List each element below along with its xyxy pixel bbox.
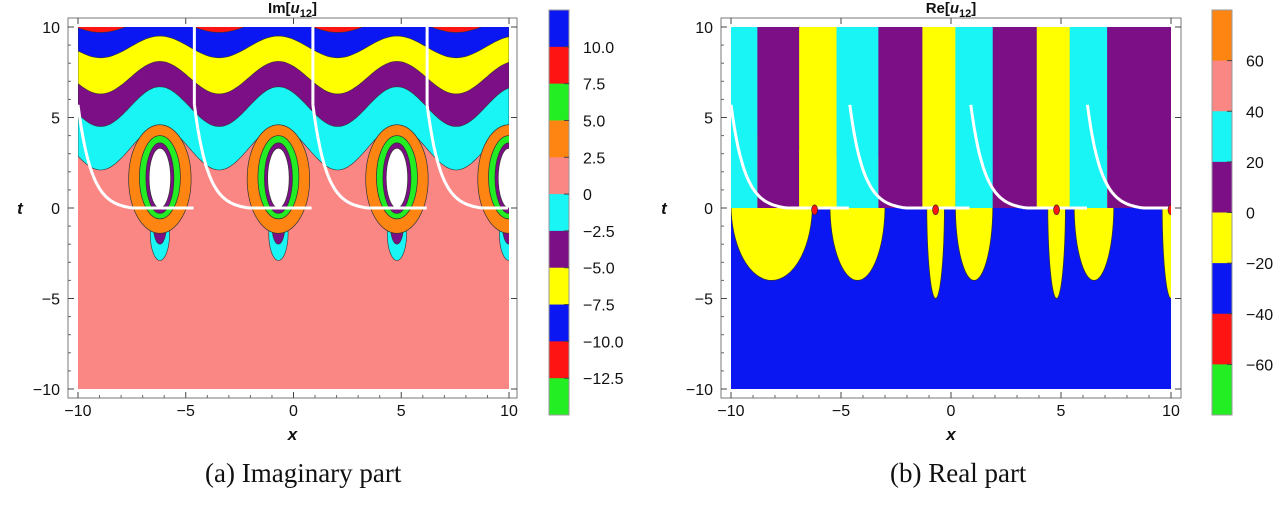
wave-band [78,27,482,33]
stripe-band-top [731,27,758,208]
x-tick-label: −5 [832,403,850,420]
colorbar-label: 7.5 [583,77,605,94]
contour-layers [78,27,509,389]
y-tick-label: −5 [42,292,60,309]
x-tick-label: 0 [289,403,298,420]
x-tick-label: 0 [947,403,956,420]
stripe-band-top [799,27,837,208]
x-tick-label: 5 [397,403,406,420]
colorbar-label: 40 [1246,104,1264,121]
singularity-marker [811,204,818,216]
colorbar-swatch [549,83,569,121]
colorbar-swatch [1212,364,1232,416]
stripe-band-top [836,27,879,208]
colorbar-label: 20 [1246,155,1264,172]
colorbar-label: 0 [583,187,592,204]
colorbar-label: 2.5 [583,150,605,167]
contour-chart-imaginary: Im[u12] −10 −5 0 5 10 −10 −5 0 5 10 x t 10.0 7.5 5.0 2.5… [17,0,624,444]
colorbar-swatch [549,194,569,232]
branch-outline [969,104,1087,210]
colorbar-swatch [549,46,569,85]
stripe-band-top [1107,27,1171,208]
branch-outline [192,104,312,210]
colorbar-label: 60 [1246,54,1264,71]
y-tick-label: −5 [695,292,713,309]
colorbar-swatch [1212,212,1232,264]
chart-title: Re[u12] [926,0,977,20]
y-tick-label: 5 [51,111,60,128]
lobe-contour [148,147,172,209]
y-tick-label: 0 [704,201,713,218]
colorbar-label: −60 [1246,357,1273,374]
branch-outline [731,104,849,210]
y-axis-label: t [661,199,668,218]
colorbar-label: 0 [1246,206,1255,223]
branch-outline [1085,104,1171,210]
colorbar-swatch [549,267,569,306]
x-axis-label: x [945,425,957,444]
colorbar-swatch [549,304,569,342]
y-tick-label: 10 [695,20,713,37]
branch-outline [311,104,427,210]
lobe-contour [267,147,290,209]
colorbar-label: 5.0 [583,113,605,130]
x-tick-label: −10 [717,403,744,420]
branch-outline [78,104,194,210]
singularity-marker [1053,204,1060,216]
lobe-contour [385,147,409,209]
colorbar-swatch [549,120,569,158]
colorbar-label: 10.0 [583,40,614,57]
x-tick-label: −5 [177,403,195,420]
stripe-band-top [992,27,1037,208]
caption-real: (b) Real part [890,458,1027,488]
panel-real: Re[u12] −10 −5 0 5 10 −10 −5 0 5 10 x t 60 40 20 0 −20 −40… [640,0,1280,504]
colorbar-swatch [549,10,569,48]
stripe-band-top [1036,27,1070,208]
y-tick-label: 5 [704,111,713,128]
y-axis-label: t [17,199,24,218]
colorbar-swatch [1212,161,1232,213]
colorbar-swatch [549,230,569,269]
colorbar-swatch [1212,111,1232,163]
colorbar-label: −40 [1246,307,1273,324]
y-tick-label: 0 [51,201,60,218]
contour-layers [731,27,1171,389]
colorbar-label: −10.0 [583,334,624,351]
colorbar-label: −7.5 [583,298,615,315]
colorbar-swatch [1212,60,1232,112]
stripe-band-top [922,27,956,208]
chart-title: Im[u12] [268,0,317,20]
branch-outline [848,104,970,210]
contour-chart-real: Re[u12] −10 −5 0 5 10 −10 −5 0 5 10 x t 60 40 20 0 −20 −40… [661,0,1273,444]
colorbar-swatch [1212,263,1232,315]
stripe-band-top [878,27,923,208]
colorbar-label: −2.5 [583,224,615,241]
x-axis-label: x [287,425,299,444]
colorbar-label: −12.5 [583,371,624,388]
colorbar-swatch [1212,10,1232,62]
x-tick-label: 10 [1162,403,1180,420]
singularity-marker [1167,204,1171,216]
x-tick-label: −10 [64,403,91,420]
colorbar-label: −5.0 [583,261,615,278]
colorbar-swatch [549,378,569,416]
y-tick-label: −10 [33,382,60,399]
colorbar-label: −20 [1246,256,1273,273]
stripe-band-top [757,27,800,208]
y-tick-label: −10 [686,382,713,399]
x-tick-label: 10 [500,403,518,420]
colorbar-swatch [1212,313,1232,365]
branch-outline [425,104,509,210]
y-tick-label: 10 [42,20,60,37]
wave-band [78,27,509,59]
x-tick-label: 5 [1057,403,1066,420]
caption-imaginary: (a) Imaginary part [205,458,402,488]
colorbar-swatch [549,157,569,195]
lobe-contour [497,147,509,209]
colorbar-frame [548,9,570,416]
singularity-marker [932,204,939,216]
panel-imaginary: Im[u12] −10 −5 0 5 10 −10 −5 0 5 10 x t 10.0 7.5 5.0 2.5… [0,0,640,504]
colorbar-swatch [549,341,569,379]
